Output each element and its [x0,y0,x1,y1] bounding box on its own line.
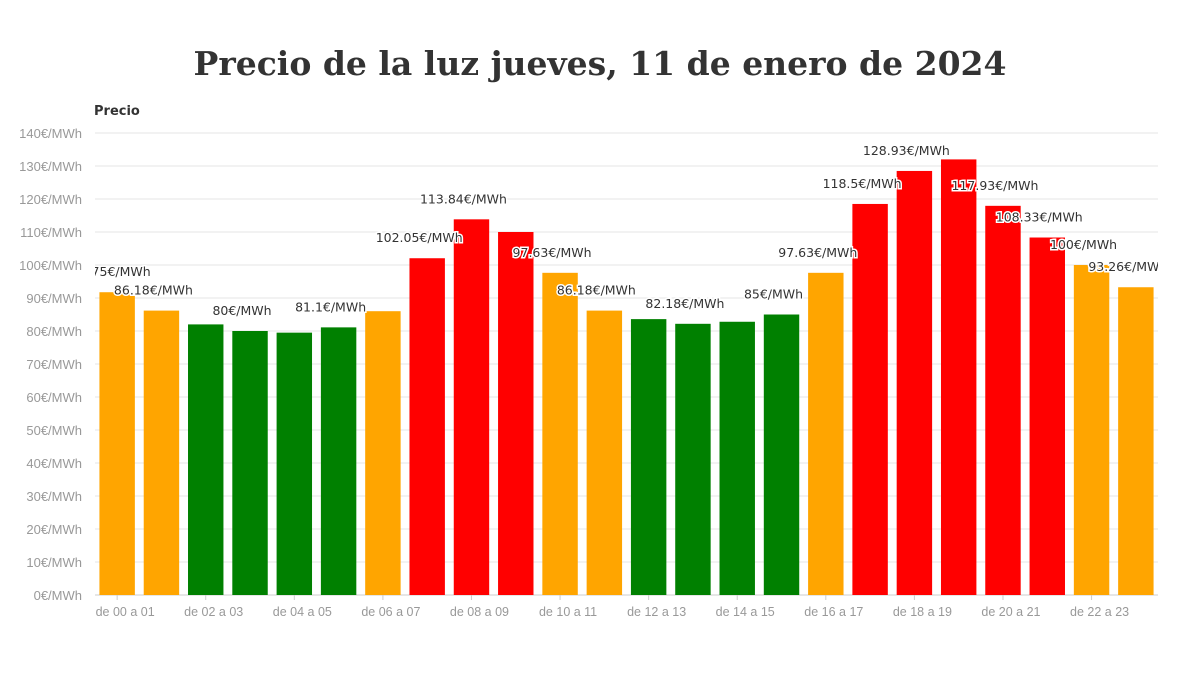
bar [143,310,180,595]
x-tick-label: de 08 a 09 [450,605,509,619]
bar [498,232,534,595]
y-tick-label: 40€/MWh [26,456,82,471]
y-tick-label: 60€/MWh [26,390,82,405]
y-tick-label: 120€/MWh [19,192,82,207]
bar [1118,287,1154,595]
data-label: 80€/MWh [212,303,271,318]
y-tick-label: 10€/MWh [26,555,82,570]
data-label: 97.63€/MWh [513,245,592,260]
data-label: 100€/MWh [1050,237,1117,252]
y-tick-label: 100€/MWh [19,258,82,273]
bar [232,331,268,595]
bar [985,205,1021,595]
x-tick-label: de 06 a 07 [361,605,420,619]
x-tick-label: de 00 a 01 [96,605,155,619]
data-label: 113.84€/MWh [420,191,507,206]
y-tick-label: 50€/MWh [26,423,82,438]
bar [409,258,445,595]
bar [320,327,357,595]
y-tick-label: 70€/MWh [26,357,82,372]
bar [719,321,755,595]
data-label: 86.18€/MWh [114,283,193,298]
bar [586,310,623,595]
x-tick-label: de 04 a 05 [273,605,332,619]
x-tick-label: de 10 a 11 [539,605,597,619]
x-tick-label: de 20 a 21 [981,605,1040,619]
bar [365,311,401,595]
y-axis-label: Precio [94,104,140,119]
bar [542,272,578,595]
data-label: 128.93€/MWh [863,143,950,158]
y-tick-label: 90€/MWh [26,291,82,306]
y-tick-label: 130€/MWh [19,159,82,174]
data-label: .75€/MWh [88,264,151,279]
x-tick-label: de 02 a 03 [184,605,243,619]
bar [188,324,224,595]
y-tick-label: 110€/MWh [20,225,82,240]
bar [1073,265,1110,595]
y-tick-label: 20€/MWh [26,522,82,537]
data-label: 97.63€/MWh [778,245,857,260]
bar [630,319,667,595]
y-tick-label: 0€/MWh [34,588,82,603]
x-tick-label: de 12 a 13 [627,605,686,619]
data-label: 108.33€/MWh [996,210,1083,225]
x-tick-label: de 18 a 19 [893,605,952,619]
data-label: 86.18€/MWh [557,283,636,298]
bar [675,323,711,595]
data-label: 93.26€/MWh [1088,259,1167,274]
data-label: 102.05€/MWh [376,230,463,245]
data-label: 82.18€/MWh [645,296,724,311]
bar [940,159,977,595]
y-tick-label: 140€/MWh [19,126,82,141]
bar [763,314,800,595]
data-label: 85€/MWh [744,287,803,302]
data-label: 81.1€/MWh [295,299,366,314]
y-tick-label: 80€/MWh [26,324,82,339]
bar [1029,237,1065,596]
bar [852,203,888,595]
bar [808,272,844,595]
data-label: 117.93€/MWh [951,178,1038,193]
bar [896,170,933,595]
bar [99,292,135,595]
bar [453,219,490,595]
y-tick-label: 30€/MWh [26,489,82,504]
x-tick-label: de 22 a 23 [1070,605,1129,619]
x-tick-label: de 16 a 17 [804,605,863,619]
bar [276,332,313,595]
x-tick-label: de 14 a 15 [716,605,775,619]
chart-title: Precio de la luz jueves, 11 de enero de … [193,44,1007,83]
data-label: 118.5€/MWh [823,176,902,191]
